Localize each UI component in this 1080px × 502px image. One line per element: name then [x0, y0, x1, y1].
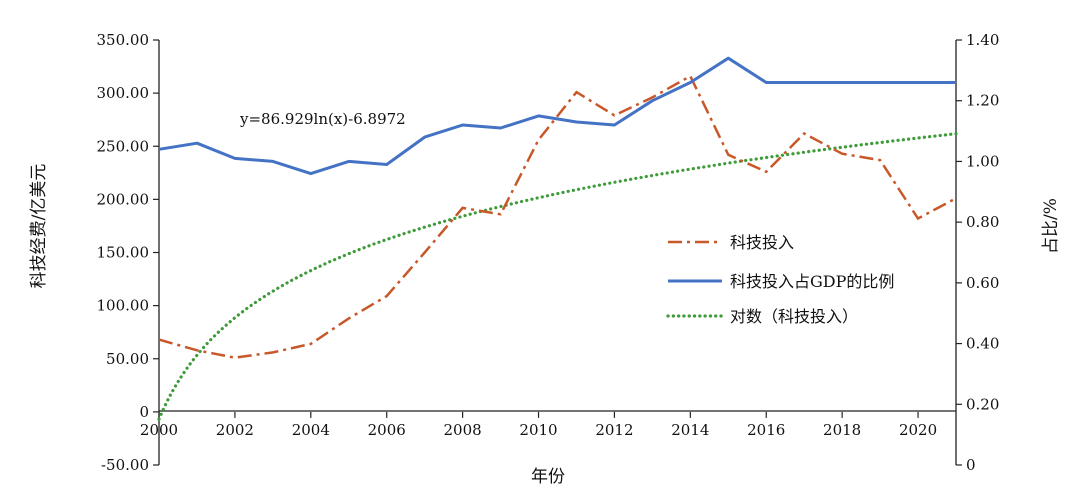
- axes: [158, 40, 957, 465]
- regression-equation: y=86.929ln(x)-6.8972: [239, 110, 406, 128]
- x-tick-label-6: 2012: [595, 421, 633, 439]
- y-right-tick-label-7: 1.40: [966, 31, 999, 49]
- series-line-gdp-ratio: [158, 56, 956, 176]
- legend: 科技投入 科技投入占GDP的比例 对数（科技投入）: [666, 233, 894, 326]
- y-left-tick-label-1: 0: [139, 403, 149, 421]
- y-right-tick-label-2: 0.40: [966, 335, 999, 353]
- y-right-tick-label-1: 0.20: [966, 395, 999, 413]
- legend-label-science-input: 科技投入: [730, 233, 794, 252]
- x-tick-label-4: 2008: [444, 421, 482, 439]
- y-left-tick-label-7: 300.00: [97, 84, 150, 102]
- x-tick-label-2: 2004: [292, 421, 330, 439]
- x-tick-label-10: 2020: [899, 421, 937, 439]
- series-layer: [157, 56, 958, 421]
- x-tick-label-5: 2010: [519, 421, 557, 439]
- y-left-tick-label-3: 100.00: [97, 297, 150, 315]
- y-left-tick-label-2: 50.00: [106, 350, 149, 368]
- legend-label-log-trend: 对数（科技投入）: [730, 307, 858, 326]
- y-left-tick-label-5: 200.00: [97, 190, 150, 208]
- x-tick-label-7: 2014: [671, 421, 709, 439]
- y-right-tick-label-5: 1.00: [966, 152, 999, 170]
- x-tick-label-3: 2006: [368, 421, 406, 439]
- y-axis-title-right: 占比/%: [1041, 198, 1061, 254]
- legend-label-gdp-ratio: 科技投入占GDP的比例: [730, 272, 894, 291]
- y-left-tick-label-4: 150.00: [97, 244, 150, 262]
- x-tick-label-1: 2002: [216, 421, 254, 439]
- y-left-tick-label-0: -50.00: [101, 456, 149, 474]
- y-right-tick-label-4: 0.80: [966, 213, 999, 231]
- x-tick-label-8: 2016: [747, 421, 785, 439]
- series-line-science-input: [158, 74, 957, 359]
- y-left-tick-label-6: 250.00: [97, 137, 150, 155]
- x-axis-title: 年份: [531, 467, 565, 487]
- y-axis-title-left: 科技经费/亿美元: [29, 164, 49, 289]
- y-left-tick-label-8: 350.00: [97, 31, 150, 49]
- y-right-tick-label-6: 1.20: [966, 92, 999, 110]
- y-right-tick-label-3: 0.60: [966, 274, 999, 292]
- series-line-log-trend: [157, 132, 958, 421]
- x-tick-label-0: 2000: [140, 421, 178, 439]
- y-right-tick-label-0: 0: [966, 456, 976, 474]
- ticks-layer: 2000 2002 2004 2006 2008 2010 2012 2014 2016 2018…: [97, 31, 1000, 474]
- x-tick-label-9: 2018: [823, 421, 861, 439]
